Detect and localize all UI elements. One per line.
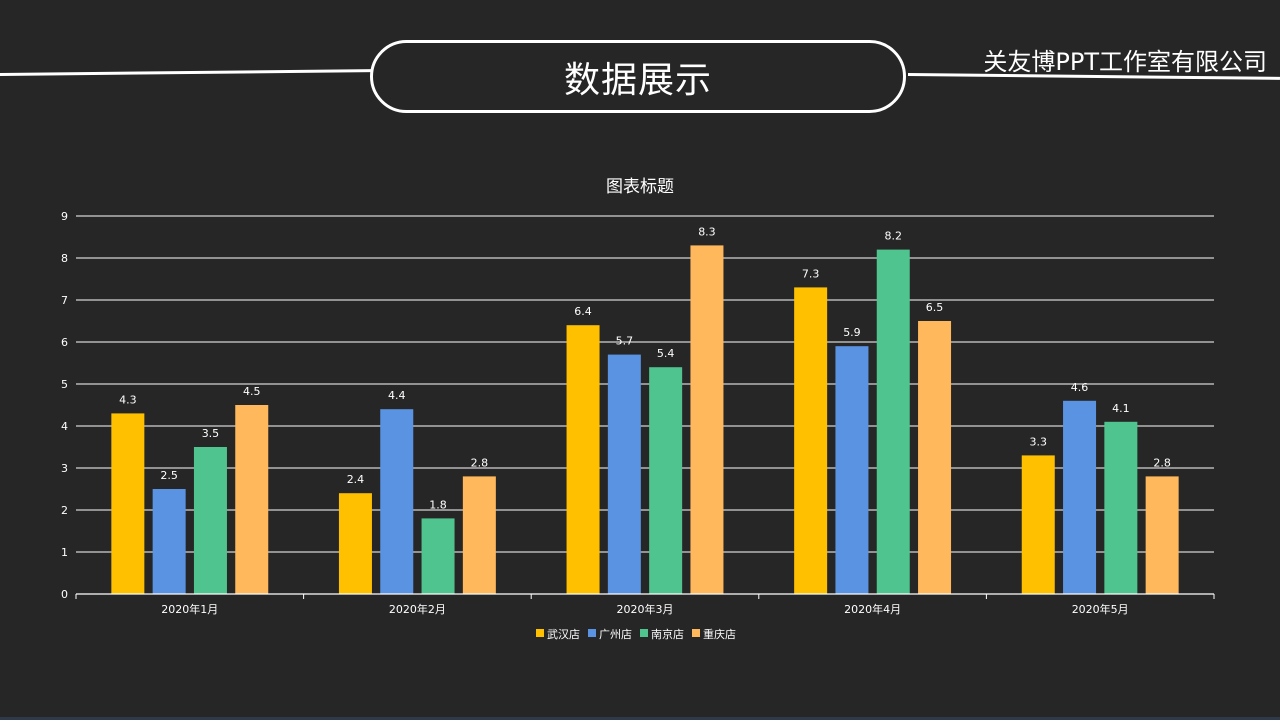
y-tick-label: 4 <box>61 420 68 433</box>
data-label: 4.4 <box>388 389 406 402</box>
data-label: 4.3 <box>119 393 137 406</box>
legend-swatch <box>692 629 700 637</box>
bar <box>607 354 641 594</box>
data-label: 5.7 <box>616 335 634 348</box>
bar <box>235 405 269 594</box>
legend-label: 广州店 <box>599 627 632 641</box>
data-label: 3.5 <box>202 427 220 440</box>
legend-swatch <box>536 629 544 637</box>
x-tick-label: 2020年1月 <box>161 602 218 616</box>
company-name: 关友博PPT工作室有限公司 <box>983 48 1267 76</box>
chart-title: 图表标题 <box>606 177 674 197</box>
bar <box>1063 400 1097 594</box>
bar <box>690 245 724 594</box>
bar <box>338 493 372 594</box>
y-tick-label: 3 <box>61 462 68 475</box>
legend-swatch <box>588 629 596 637</box>
data-label: 2.5 <box>160 469 178 482</box>
data-label: 5.9 <box>843 326 861 339</box>
bar <box>1021 455 1055 594</box>
bar <box>876 249 910 594</box>
data-label: 4.5 <box>243 385 261 398</box>
data-label: 8.3 <box>698 225 716 238</box>
axis-layer: 0 1 2 3 4 5 6 7 8 9 2020年1月 2020年2月 2020年3月 2020年4月 20… <box>61 210 1215 616</box>
y-tick-label: 8 <box>61 252 68 265</box>
data-label: 2.8 <box>1153 456 1171 469</box>
y-tick-label: 2 <box>61 504 68 517</box>
bar <box>380 409 414 594</box>
data-label: 5.4 <box>657 347 675 360</box>
legend-label: 南京店 <box>651 627 684 641</box>
bar <box>152 489 186 594</box>
data-label: 1.8 <box>429 498 447 511</box>
bottom-rule <box>0 717 1280 720</box>
data-label: 4.6 <box>1071 381 1089 394</box>
title-pill: 数据展示 <box>370 40 906 113</box>
data-label: 6.4 <box>574 305 592 318</box>
bar <box>421 518 455 594</box>
y-tick-label: 0 <box>61 588 68 601</box>
data-label: 2.8 <box>471 456 489 469</box>
page-title: 数据展示 <box>563 59 712 101</box>
bar <box>1145 476 1179 594</box>
data-label: 6.5 <box>926 301 944 314</box>
bar <box>835 346 869 594</box>
bar <box>918 321 952 594</box>
legend-swatch <box>640 629 648 637</box>
data-label: 8.2 <box>885 230 903 243</box>
x-tick-label: 2020年4月 <box>844 602 901 616</box>
legend-label: 武汉店 <box>547 627 580 641</box>
data-label: 3.3 <box>1030 435 1048 448</box>
bar <box>462 476 496 594</box>
data-label-layer: 4.3 2.5 3.5 4.5 2.4 4.4 1.8 2.8 6.4 5.7 5.4 8.3 7.3 5… <box>119 225 1171 511</box>
y-tick-label: 5 <box>61 378 68 391</box>
y-tick-label: 1 <box>61 546 68 559</box>
x-tick-label: 2020年3月 <box>617 602 674 616</box>
data-label: 7.3 <box>802 267 820 280</box>
y-tick-label: 7 <box>61 294 68 307</box>
bar <box>1104 421 1138 594</box>
data-label: 4.1 <box>1112 402 1130 415</box>
data-label: 2.4 <box>347 473 365 486</box>
y-tick-label: 9 <box>61 210 68 223</box>
bar-layer <box>111 245 1179 594</box>
x-tick-label: 2020年2月 <box>389 602 446 616</box>
bar <box>111 413 145 594</box>
x-tick-label: 2020年5月 <box>1072 602 1129 616</box>
bar <box>794 287 828 594</box>
y-tick-label: 6 <box>61 336 68 349</box>
legend-label: 重庆店 <box>703 627 736 641</box>
legend: 武汉店 广州店 南京店 重庆店 <box>536 627 736 641</box>
bar <box>566 325 600 594</box>
bar <box>649 367 683 594</box>
bar <box>193 447 227 594</box>
